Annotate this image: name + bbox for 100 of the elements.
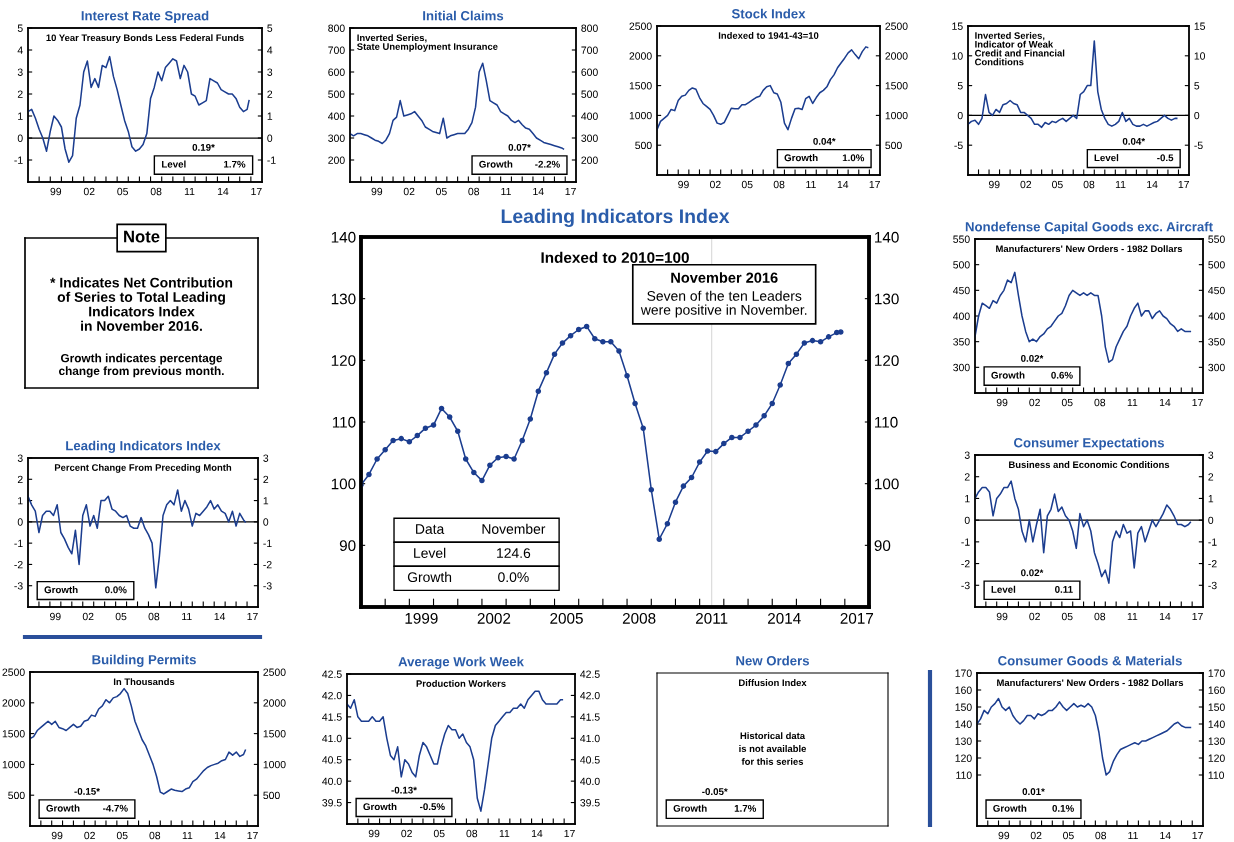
y-tick-label: -1 [14, 539, 23, 547]
x-tick-label: 05 [1052, 180, 1063, 189]
y-tick-label: -3 [961, 581, 970, 590]
x-tick-label: 99 [996, 612, 1008, 621]
y-tick-label: 200 [328, 156, 345, 164]
y-tick-label: 0 [957, 111, 963, 120]
x-tick-label: 02 [83, 187, 95, 196]
text: Growth [673, 804, 707, 812]
annotation: Level [414, 547, 446, 558]
y-tick-label: 1000 [629, 111, 652, 120]
y2-tick-label: -1 [267, 156, 276, 164]
y-tick-label: -1 [961, 538, 970, 546]
y-tick-label: 1500 [2, 730, 25, 738]
y-tick-label: 300 [328, 134, 345, 142]
text: 1.7% [734, 804, 757, 812]
annotation: -0.5% [420, 803, 445, 811]
y-tick-label: 110 [332, 416, 356, 428]
x-tick-label: 08 [1083, 180, 1095, 189]
y-tick-label: 170 [955, 669, 972, 677]
annotation: -0.13* [391, 786, 417, 794]
y2-tick-label: 1000 [263, 760, 286, 769]
y2-tick-label: 200 [581, 156, 598, 164]
annotation: 0.07* [508, 143, 531, 151]
x-tick-label: 08 [466, 829, 478, 838]
y2-tick-label: 41.0 [580, 734, 600, 743]
y2-tick-label: -1 [1208, 538, 1217, 546]
x-tick-label: 17 [564, 829, 575, 838]
y-tick-label: 2500 [629, 22, 652, 30]
x-tick-label: 05 [436, 187, 447, 196]
y2-tick-label: 90 [874, 540, 891, 552]
x-tick-label: 99 [50, 612, 61, 621]
x-tick-label: 17 [247, 831, 258, 840]
y2-tick-label: 1 [1208, 495, 1214, 503]
y2-tick-label: 1 [263, 497, 269, 505]
annotation: 0.0% [498, 572, 529, 583]
annotation: Level [162, 160, 186, 168]
x-tick-label: 02 [709, 180, 721, 189]
y2-tick-label: 140 [875, 231, 899, 243]
chart-title: Leading Indicators Index [501, 208, 730, 227]
x-tick-label: 02 [1030, 831, 1042, 840]
annotation: 0.02* [1021, 569, 1044, 577]
annotation: Growth [46, 804, 80, 812]
x-tick-label: 08 [773, 180, 785, 189]
text: Manufacturers' New Orders - 1982 Dollars [996, 245, 1183, 253]
y2-tick-label: 0 [263, 518, 269, 526]
y2-tick-label: 42.5 [580, 670, 600, 678]
y-tick-label: 0 [964, 516, 970, 525]
y2-tick-label: 500 [1208, 261, 1225, 269]
y2-tick-label: 2000 [885, 52, 908, 60]
annotation: Seven of the ten Leaders were positive in November. [640, 290, 807, 318]
y2-tick-label: 130 [1208, 737, 1225, 745]
x-tick-label: 17 [247, 612, 258, 621]
y2-tick-label: 450 [1208, 286, 1225, 295]
annotation: Data [416, 524, 445, 534]
y-tick-label: -2 [961, 560, 970, 568]
text: Growth indicates percentage change from previous month. [58, 353, 224, 378]
text: Note [124, 230, 160, 243]
y2-tick-label: 800 [581, 24, 598, 32]
x-tick-label: 02 [401, 829, 412, 838]
y2-tick-label: 110 [1208, 771, 1225, 779]
x-tick-label: 17 [1192, 612, 1203, 621]
y-tick-label: 2 [17, 90, 23, 98]
y2-tick-label: 2 [267, 90, 273, 98]
text: Indexed to 2010=100 [541, 251, 689, 264]
text: Manufacturers' New Orders - 1982 Dollars [997, 679, 1184, 687]
y-tick-label: 400 [328, 112, 345, 120]
y-tick-label: 2000 [629, 52, 652, 60]
y2-tick-label: 5 [1194, 82, 1200, 90]
chart-title: Leading Indicators Index [66, 440, 221, 453]
x-tick-label: 11 [499, 829, 510, 838]
y2-tick-label: 2500 [885, 22, 908, 30]
y2-tick-label: 150 [1208, 703, 1225, 711]
y-tick-label: 800 [328, 24, 345, 32]
y-tick-label: 450 [953, 286, 970, 295]
y2-tick-label: 700 [581, 46, 598, 54]
x-tick-label: 05 [1063, 831, 1074, 840]
y-tick-label: 0 [17, 518, 23, 526]
y2-tick-label: 300 [581, 134, 598, 142]
x-tick-label: 2002 [477, 612, 511, 624]
y2-tick-label: 140 [1208, 720, 1225, 728]
annotation: November [482, 523, 546, 534]
text: Business and Economic Conditions [1009, 461, 1170, 469]
x-tick-label: 14 [214, 831, 226, 840]
y-tick-label: 42.0 [322, 691, 342, 700]
x-tick-label: 08 [1095, 831, 1107, 840]
chart-title: Nondefense Capital Goods exc. Aircraft [965, 221, 1213, 234]
x-tick-label: 14 [217, 187, 229, 196]
y-tick-label: 90 [339, 540, 356, 552]
text: Historical data is not available for this series [739, 732, 807, 765]
x-tick-label: 99 [368, 829, 380, 838]
y-tick-label: 2500 [2, 668, 25, 676]
y2-tick-label: 0 [1194, 111, 1200, 120]
y-tick-label: 41.5 [322, 713, 342, 721]
annotation: 0.04* [813, 137, 836, 145]
x-tick-label: 2008 [622, 612, 656, 624]
y-tick-label: 140 [955, 720, 972, 728]
chart-subtitle: Indexed to 1941-43=10 [718, 31, 819, 39]
chart-title: Stock Index [731, 8, 806, 19]
y2-tick-label: 170 [1208, 669, 1225, 677]
y-tick-label: 1000 [2, 760, 25, 769]
